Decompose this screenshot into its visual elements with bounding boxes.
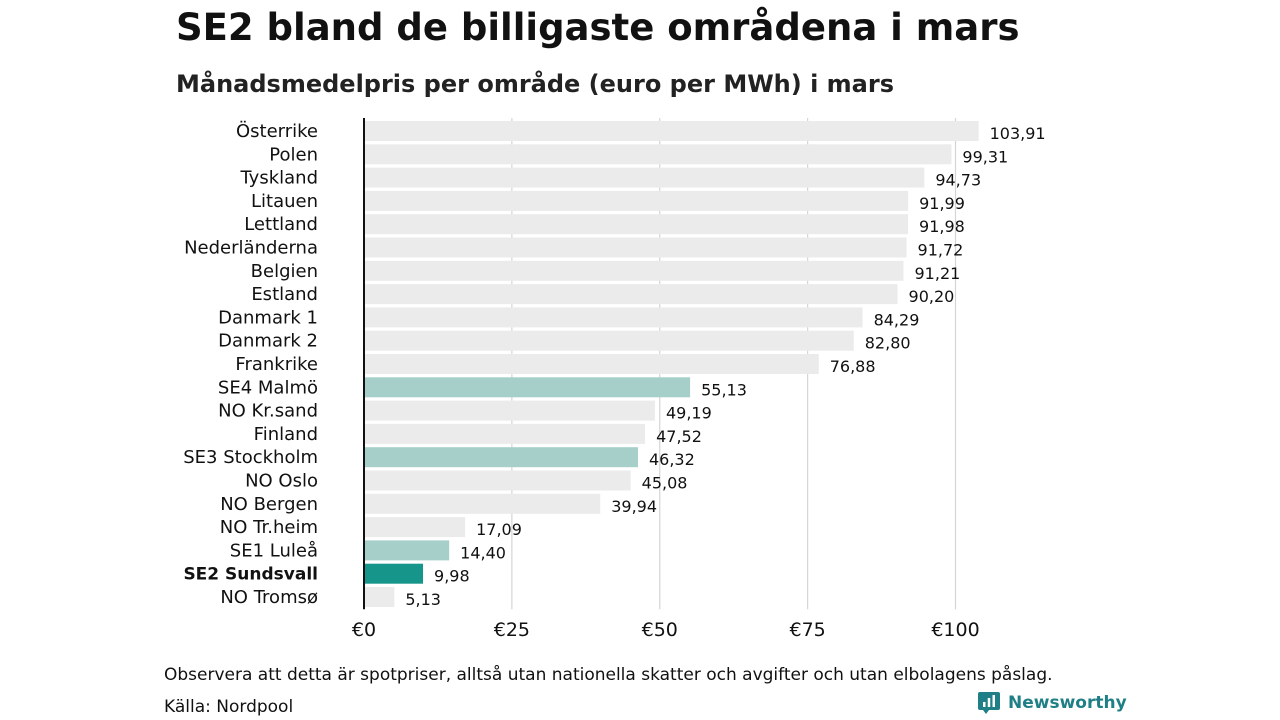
bar	[364, 447, 638, 468]
category-label: Finland	[254, 424, 318, 445]
bar	[364, 307, 863, 328]
category-label: Danmark 2	[218, 331, 318, 352]
bar	[364, 330, 854, 351]
category-label: SE1 Luleå	[230, 540, 318, 561]
category-label: Österrike	[236, 120, 318, 142]
value-label: 91,72	[918, 241, 964, 260]
category-label: SE2 Sundsvall	[183, 565, 318, 585]
bar	[364, 214, 909, 235]
category-label: Tyskland	[239, 168, 318, 189]
x-tick-label: €25	[494, 619, 530, 641]
category-label: Nederländerna	[184, 238, 318, 259]
category-label: Lettland	[244, 214, 318, 235]
value-label: 91,21	[915, 264, 961, 283]
source-credit: Källa: Nordpool	[164, 697, 294, 717]
value-label: 55,13	[701, 380, 747, 399]
x-tick-label: €100	[931, 619, 979, 641]
bars	[364, 121, 979, 607]
category-label: SE3 Stockholm	[183, 447, 318, 468]
bar	[364, 587, 395, 607]
value-label: 103,91	[990, 124, 1046, 143]
bar	[364, 517, 466, 538]
x-tick-label: €75	[789, 619, 825, 641]
value-label: 90,20	[909, 287, 955, 306]
value-label: 76,88	[830, 357, 876, 376]
chart-subtitle: Månadsmedelpris per område (euro per MWh…	[176, 70, 894, 98]
value-label: 17,09	[476, 520, 522, 539]
value-label: 47,52	[656, 427, 702, 446]
brand-name: Newsworthy	[1008, 693, 1127, 713]
bar	[364, 260, 904, 281]
bar	[364, 470, 631, 491]
footnote: Observera att detta är spotpriser, allts…	[164, 665, 1053, 685]
category-label: NO Tr.heim	[220, 517, 318, 538]
x-tick-label: €50	[642, 619, 678, 641]
category-label: NO Bergen	[220, 494, 318, 515]
bar	[364, 354, 819, 374]
value-label: 39,94	[611, 497, 657, 516]
bar	[364, 400, 655, 421]
value-label: 49,19	[666, 404, 712, 423]
category-label: NO Kr.sand	[218, 401, 318, 422]
value-label: 82,80	[865, 334, 911, 353]
chart-title: SE2 bland de billigaste områdena i mars	[176, 6, 1020, 49]
bar	[364, 377, 691, 398]
category-label: Polen	[269, 144, 318, 165]
value-label: 46,32	[649, 450, 695, 469]
bar	[364, 563, 424, 584]
value-label: 14,40	[460, 543, 506, 562]
newsworthy-logo-icon	[978, 692, 1000, 714]
category-label: Estland	[251, 284, 318, 305]
category-label: Belgien	[251, 261, 318, 282]
x-tick-label: €0	[352, 619, 376, 641]
value-labels: 103,91 99,31 94,73 91,99 91,98 91,72 91,21 90,2…	[405, 124, 1045, 609]
category-label: NO Tromsø	[220, 587, 318, 608]
value-label: 5,13	[405, 590, 441, 609]
value-label: 45,08	[642, 474, 688, 493]
value-label: 91,98	[919, 217, 965, 236]
category-label: Litauen	[251, 191, 318, 212]
value-label: 99,31	[962, 147, 1008, 166]
bar	[364, 284, 898, 305]
bar	[364, 167, 925, 188]
value-label: 91,99	[919, 194, 965, 213]
value-label: 84,29	[874, 310, 920, 329]
category-label: Danmark 1	[218, 307, 318, 328]
bar	[364, 540, 450, 561]
bar	[364, 423, 646, 444]
value-label: 94,73	[935, 171, 981, 190]
x-axis-tick-labels: €0 €25 €50 €75 €100	[352, 619, 980, 641]
category-label: SE4 Malmö	[218, 377, 318, 398]
bar	[364, 144, 952, 165]
bar	[364, 237, 907, 258]
category-label: NO Oslo	[245, 471, 318, 492]
category-label: Frankrike	[235, 354, 318, 375]
value-label: 9,98	[434, 567, 470, 586]
bar	[364, 121, 979, 141]
bar	[364, 190, 909, 211]
bar	[364, 493, 601, 514]
brand-logo[interactable]: Newsworthy	[978, 692, 1127, 714]
